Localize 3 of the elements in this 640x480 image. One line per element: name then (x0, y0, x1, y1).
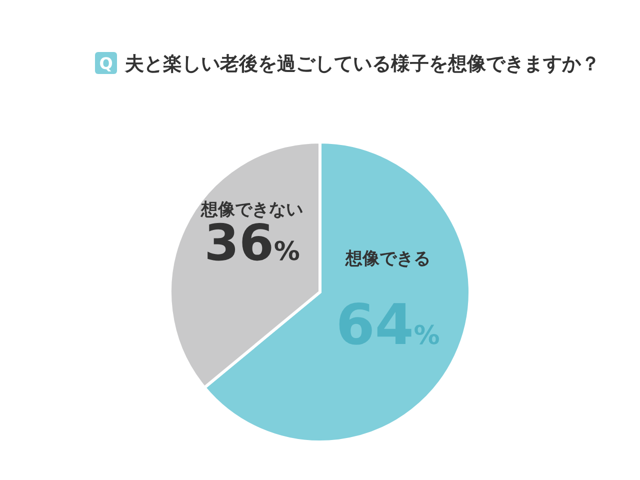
annotation: Q (95, 52, 117, 74)
slice-label: 想像できる (344, 248, 430, 269)
chart-title: 夫と楽しい老後を過ごしている様子を想像できますか？ (124, 53, 600, 75)
